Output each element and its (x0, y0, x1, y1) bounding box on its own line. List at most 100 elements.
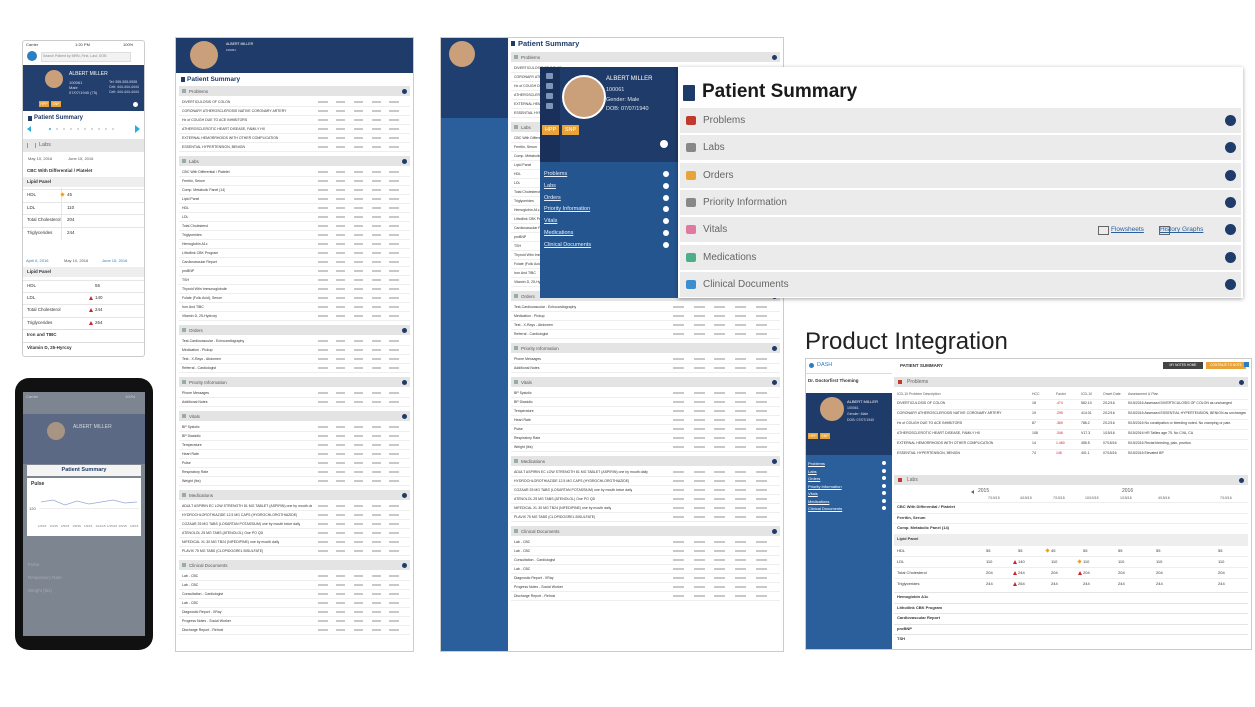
row-line (179, 266, 410, 267)
date: 7/10/15 (988, 496, 1000, 500)
menu-arrow (882, 491, 886, 495)
cell-stub (318, 358, 328, 360)
cell-stub (389, 297, 399, 299)
cell-stub (693, 428, 705, 430)
section-row[interactable] (680, 108, 1241, 133)
menu-link[interactable]: Problems (544, 171, 568, 177)
cell-stub (371, 435, 381, 437)
cell: V17.3 (1081, 431, 1091, 435)
row-line (179, 212, 410, 213)
section-row[interactable] (680, 244, 1241, 270)
cell-stub (353, 505, 364, 507)
row-line (179, 406, 410, 407)
cell-stub (318, 261, 328, 263)
cell-stub (714, 324, 726, 326)
menu-link[interactable]: Medications (544, 230, 574, 236)
section-row[interactable] (680, 162, 1241, 188)
year-label: 2016 (1122, 488, 1134, 494)
cell-stub (353, 243, 364, 245)
cell-stub (673, 437, 684, 439)
title-icon (511, 41, 515, 46)
cell-stub (318, 306, 328, 308)
expand-icon (402, 492, 407, 498)
cell-stub (318, 401, 328, 403)
cell-stub (335, 584, 346, 586)
cell-stub (318, 453, 328, 455)
section-icon (686, 170, 696, 180)
cell-stub (353, 146, 364, 148)
expand-icon (402, 158, 407, 164)
cell-stub (353, 550, 364, 552)
menu-link[interactable]: Labs (808, 468, 817, 474)
y-tick-label: 120 (29, 506, 36, 511)
row-line (894, 613, 1248, 614)
row-line (23, 316, 144, 318)
section-row[interactable] (680, 135, 1241, 161)
cell-stub (389, 514, 399, 516)
cell-stub (353, 207, 364, 209)
button[interactable]: MY NOTES HOME (1163, 362, 1203, 369)
row-text: Thyroid Wtin Immunoglobulin (514, 253, 560, 257)
menu-link[interactable]: Clinical Documents (808, 506, 843, 511)
date: 10/10/15 (1085, 496, 1099, 500)
menu-link[interactable]: Problems (808, 461, 825, 466)
menu-link[interactable]: Orders (544, 194, 561, 201)
cell-stub (371, 462, 381, 464)
cell: 55 (1218, 548, 1223, 553)
cell-stub (318, 550, 328, 552)
row-line (894, 556, 1248, 557)
row-line (179, 311, 410, 312)
button[interactable]: CONTINUE TO NOTE (1206, 362, 1246, 369)
cell-stub (371, 541, 381, 543)
section-title: Problems (521, 54, 541, 60)
menu-link[interactable]: Labs (544, 182, 556, 189)
section-row[interactable] (680, 189, 1241, 215)
cell: 204 (986, 570, 993, 575)
flag-up (89, 308, 93, 313)
menu-arrow (663, 230, 669, 236)
row-line (894, 439, 1248, 440)
badge: SNP (562, 125, 579, 135)
menu-link[interactable]: Priority Information (808, 483, 842, 489)
date: 7/10/15 (1053, 496, 1065, 500)
menu-link[interactable]: Medications (808, 498, 830, 504)
vitals-link[interactable]: History Graphs (1160, 226, 1204, 234)
page-title: PATIENT SUMMARY (900, 363, 943, 368)
row-text: ATHEROSCLEROTIC HEART DISEASE, FAMILY HX (182, 127, 266, 131)
cell: 55 (986, 548, 991, 553)
cell-stub (371, 252, 381, 254)
menu-link[interactable]: Clinical Documents (544, 241, 592, 248)
cell-stub (755, 324, 767, 326)
row-text: ADULT ASPIRIN EC LOW STRENGTH 81 MG TABL… (514, 470, 648, 474)
section-icon (514, 459, 518, 463)
section-row[interactable] (680, 217, 1241, 243)
cell-stub (353, 611, 364, 613)
cell-stub (371, 602, 381, 604)
vitals-link[interactable]: Flowsheets (1111, 226, 1144, 234)
cell-stub (318, 340, 328, 342)
nav-title: DASH (817, 362, 833, 368)
cell-stub (389, 349, 399, 351)
expand-icon (1225, 224, 1236, 236)
cell-stub (371, 198, 381, 200)
menu-link[interactable]: Priority Information (544, 206, 591, 213)
column-header: Factor (1056, 392, 1066, 396)
cell-stub (714, 550, 726, 552)
menu-link[interactable]: Vitals (544, 218, 558, 225)
row-text: Lipid Panel (182, 197, 200, 201)
cell-stub (371, 532, 381, 534)
cell-stub (755, 410, 767, 412)
row-text: Lab - CBC (514, 549, 531, 553)
menu-link[interactable]: Vitals (808, 491, 818, 496)
nav-logo (809, 363, 814, 368)
cell-stub (714, 586, 726, 588)
cell-stub (734, 437, 746, 439)
cell-stub (693, 541, 705, 543)
cell-stub (673, 410, 684, 412)
section-row[interactable] (680, 271, 1241, 297)
row-text: Total Cholesterol (514, 190, 541, 194)
menu-link[interactable]: Orders (808, 476, 821, 481)
status-battery: 100% (125, 394, 136, 399)
row-line (894, 567, 1248, 568)
cell-stub (371, 453, 381, 455)
